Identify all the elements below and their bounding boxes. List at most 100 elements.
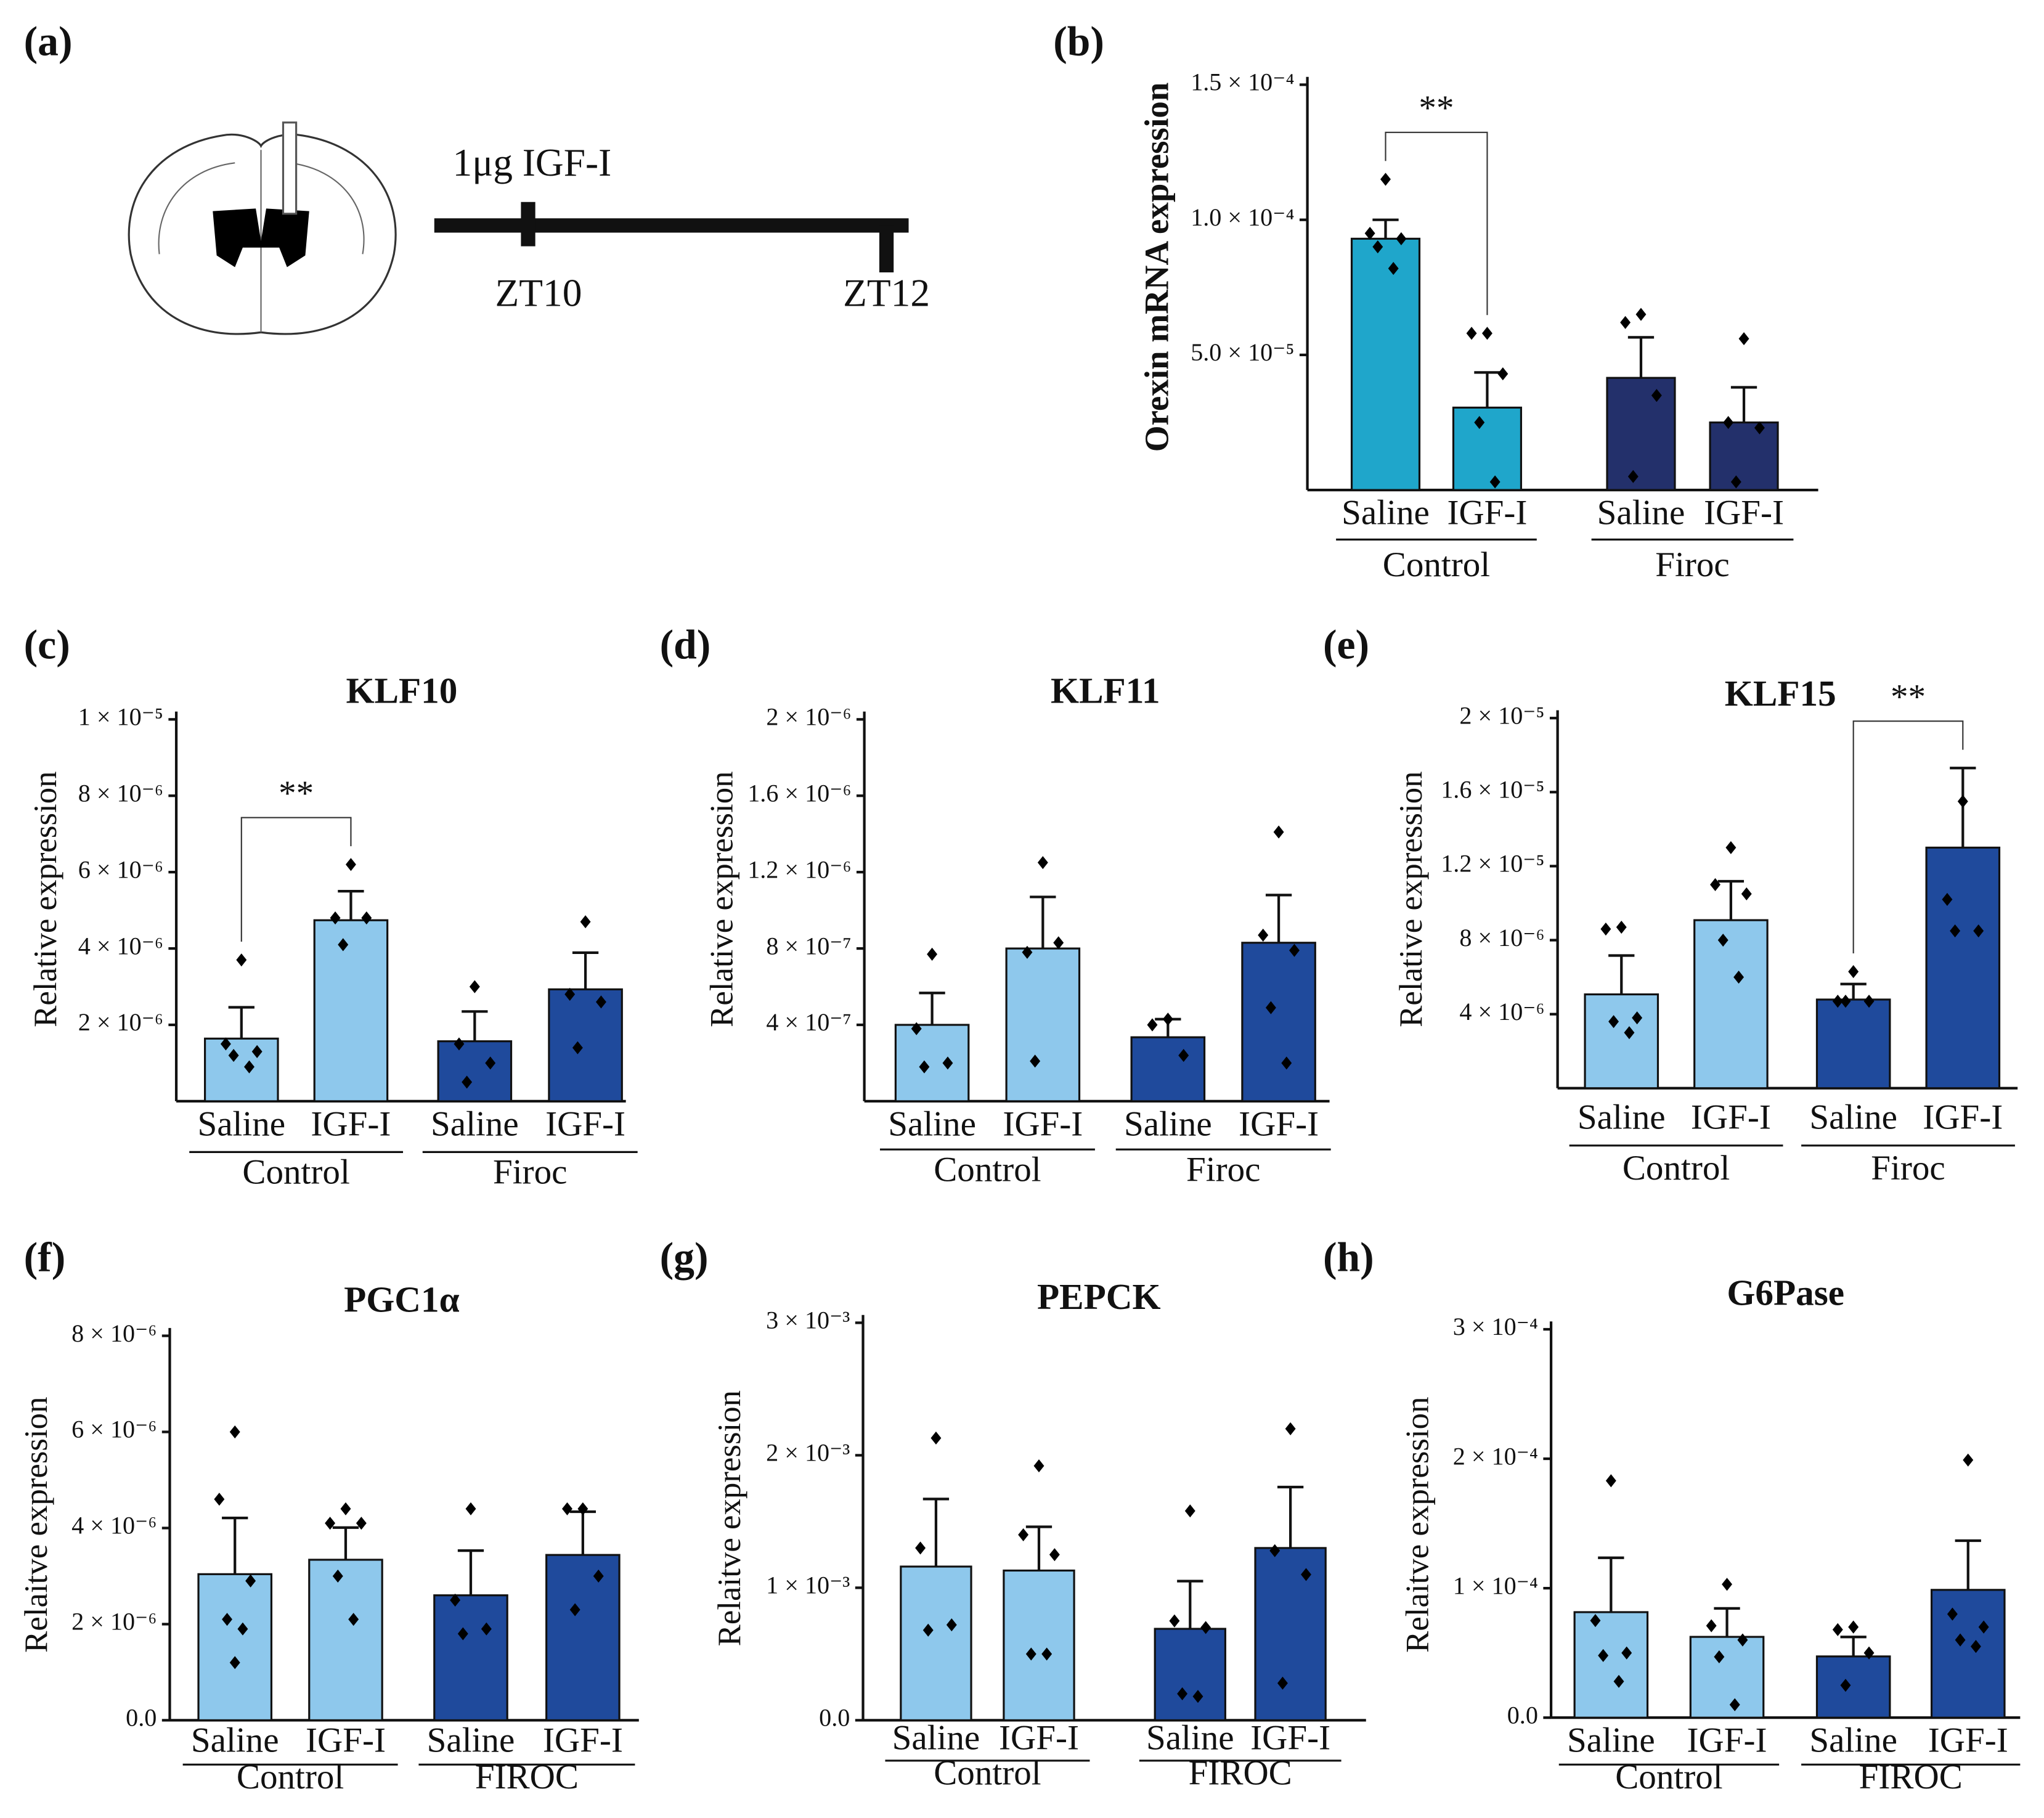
bar [1689,1636,1765,1719]
time-label: ZT12 [843,271,930,315]
y-tick-label: 1 × 10⁻⁵ [78,703,163,731]
data-point [1396,232,1407,245]
bar [900,1565,972,1721]
y-axis-label: Orexin mRNA expression [1138,83,1175,452]
y-tick-label: 4 × 10⁻⁷ [766,1008,851,1036]
chart-title: KLF15 [1725,673,1836,714]
y-tick-label: 0.0 [1507,1701,1538,1729]
bar [1005,947,1081,1103]
data-point [338,938,349,952]
y-tick-label: 1.6 × 10⁻⁵ [1441,776,1544,804]
data-point [1832,1623,1843,1636]
error-bar [1730,386,1757,423]
group-label: FIROC [1189,1753,1292,1792]
bar [1254,1547,1327,1721]
data-point [244,1060,254,1074]
time-label: ZT10 [495,271,582,315]
data-point [1840,995,1851,1008]
data-point [1605,1474,1616,1488]
error-bar [1598,1556,1624,1612]
y-tick-label: 1.2 × 10⁻⁵ [1441,850,1544,878]
bar [1573,1611,1649,1719]
bar [1130,1036,1206,1103]
y-tick-label: 1.6 × 10⁻⁶ [747,779,851,807]
data-point [1364,227,1375,240]
chart-title: KLF11 [1051,671,1160,711]
y-tick-label: 0.0 [126,1704,157,1732]
data-point [1192,1690,1203,1703]
data-point [1489,475,1500,489]
error-bar [1714,1607,1740,1637]
data-point [214,1493,225,1506]
x-tick-label: IGF-I [1239,1104,1319,1143]
y-tick-label: 0.0 [819,1704,850,1732]
data-point [1049,1548,1060,1562]
y-tick-label: 2 × 10⁻⁵ [1459,701,1544,729]
y-tick-label: 4 × 10⁻⁶ [78,932,163,960]
y-tick-label: 8 × 10⁻⁶ [1459,924,1544,952]
data-point [485,1056,496,1070]
error-bar [1840,982,1867,1000]
error-bar [228,1006,254,1039]
bar [548,988,623,1103]
dose-label: 1μg IGF-I [452,141,611,184]
data-point [1178,1048,1189,1062]
panel-letter: (f) [24,1234,66,1281]
data-point [236,953,247,967]
data-point [1169,1614,1180,1628]
error-bar [569,1510,596,1555]
data-point [1723,415,1734,430]
chart-title: KLF10 [346,671,457,711]
x-tick-label: IGF-I [311,1104,391,1143]
group-label: Firoc [493,1153,567,1192]
data-point [1848,965,1859,979]
error-bar [457,1549,484,1596]
data-point [1608,1015,1619,1029]
bar [1815,998,1891,1090]
group-label: Control [934,1753,1041,1792]
chart-title: PEPCK [1037,1276,1161,1317]
y-axis-label: Relative expression [1393,771,1429,1027]
data-point [220,1037,231,1051]
data-point [1497,367,1509,381]
error-bar [1030,895,1056,949]
data-point [1147,1018,1158,1032]
y-tick-label: 8 × 10⁻⁷ [766,932,851,960]
y-tick-label: 8 × 10⁻⁶ [78,779,163,807]
x-tick-label: Saline [1809,1721,1897,1760]
chart: (c) KLF10 Relative expression 2 × 10⁻⁶ 4 × 1… [24,622,638,1192]
error-bar [1627,336,1655,378]
panel-letter: (c) [24,622,70,668]
group-label: Control [1383,545,1490,584]
significance-bracket [1852,720,1964,953]
data-point [1635,308,1647,321]
x-tick-label: IGF-I [545,1104,625,1143]
y-tick-label: 2 × 10⁻⁶ [766,703,851,731]
x-tick-label: Saline [1146,1718,1234,1757]
x-tick-label: IGF-I [1250,1718,1330,1757]
y-tick-label: 2 × 10⁻⁶ [71,1608,157,1636]
data-point [564,987,576,1001]
significance-bracket [1385,131,1488,316]
data-point [1737,1633,1748,1647]
data-point [1600,922,1611,936]
data-point [911,1022,922,1035]
x-tick-label: Saline [1578,1098,1666,1137]
x-tick-label: IGF-I [999,1718,1079,1757]
data-point [1738,332,1749,346]
data-point [1022,945,1033,959]
data-point [1030,1054,1041,1068]
chart: (f) PGC1α Relaitve expression 0.0 2 × 10⁻⁶ 4 … [18,1234,639,1796]
data-point [1863,1646,1875,1660]
bar [203,1037,279,1103]
error-bar [1025,1525,1053,1571]
data-point [361,911,372,925]
panel-letter: (g) [660,1234,709,1281]
x-tick-label: Saline [197,1104,285,1143]
data-point [1613,1674,1624,1688]
data-point [469,980,480,993]
group-label: Firoc [1186,1150,1260,1189]
y-axis-label: Relative expression [704,771,739,1027]
data-point [348,1613,359,1626]
